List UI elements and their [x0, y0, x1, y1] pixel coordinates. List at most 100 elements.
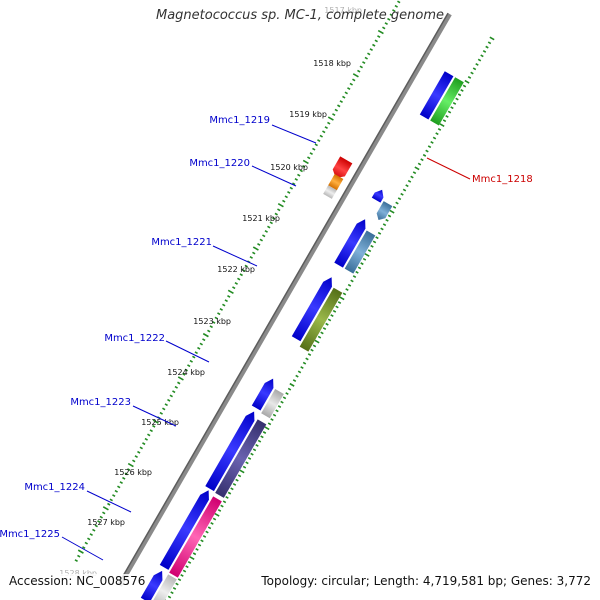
- inner-tick: [345, 288, 349, 292]
- gene-label-mmc1-1219[interactable]: Mmc1_1219: [209, 115, 270, 126]
- outer-tick: [324, 126, 328, 129]
- inner-tick: [297, 370, 302, 374]
- gene-1220-cog-bar: [344, 230, 376, 274]
- gene-leader-lines: [61, 124, 471, 561]
- outer-tick: [142, 442, 146, 446]
- gene-1222-cog-bar: [261, 389, 284, 419]
- gene-1218-gray-bar: [323, 185, 337, 199]
- inner-tick: [255, 444, 259, 447]
- outer-tick: [262, 234, 266, 238]
- outer-tick: [362, 61, 366, 65]
- inner-tick: [482, 50, 487, 53]
- inner-tick: [185, 565, 189, 569]
- outer-tick: [352, 78, 356, 82]
- inner-tick: [237, 474, 242, 478]
- map-title: Magnetococcus sp. MC-1, complete genome: [155, 8, 445, 23]
- inner-tick: [402, 188, 407, 192]
- kbp-label: 1525 kbp: [141, 418, 179, 427]
- outer-tick: [102, 506, 109, 511]
- outer-tick: [227, 294, 231, 298]
- outer-tick: [77, 554, 81, 558]
- inner-tick: [460, 88, 464, 92]
- outer-tick: [109, 498, 113, 502]
- inner-tick: [277, 405, 282, 408]
- outer-tick: [267, 225, 271, 229]
- outer-tick: [214, 316, 218, 320]
- outer-tick: [314, 143, 318, 147]
- inner-tick: [212, 517, 217, 521]
- inner-tick: [357, 266, 362, 270]
- inner-tick: [317, 335, 322, 339]
- inner-tick: [327, 318, 332, 322]
- inner-tick: [264, 426, 270, 431]
- inner-tick: [389, 209, 395, 214]
- inner-tick: [342, 292, 347, 296]
- gene-labels: Mmc1_1218 Mmc1_1219 Mmc1_1220 Mmc1_1221 …: [0, 115, 533, 540]
- gene-label-mmc1-1221[interactable]: Mmc1_1221: [151, 237, 212, 248]
- inner-tick: [300, 366, 304, 369]
- outer-tick: [374, 39, 378, 43]
- inner-tick: [387, 214, 392, 218]
- inner-tick: [347, 283, 352, 287]
- inner-tick: [197, 543, 202, 547]
- gene-label-mmc1-1222[interactable]: Mmc1_1222: [104, 333, 165, 344]
- inner-tick: [352, 275, 357, 279]
- outer-tick: [257, 242, 261, 246]
- outer-tick: [202, 338, 206, 342]
- gene-label-mmc1-1218[interactable]: Mmc1_1218: [472, 174, 533, 185]
- outer-tick: [287, 191, 291, 194]
- inner-tick: [375, 236, 379, 240]
- outer-tick: [169, 394, 173, 398]
- inner-tick: [292, 379, 297, 382]
- outer-tick: [274, 212, 278, 216]
- outer-tick: [94, 524, 98, 528]
- gene-1222-cds-arrow: [251, 378, 274, 411]
- inner-tick: [177, 578, 182, 582]
- leader-mmc1-1225: [61, 536, 104, 561]
- outer-tick: [349, 82, 353, 86]
- outer-tick: [209, 325, 213, 329]
- outer-tick: [317, 139, 321, 142]
- outer-tick: [252, 246, 259, 251]
- outer-tick: [289, 186, 293, 190]
- inner-tick: [272, 413, 277, 417]
- kbp-label: 1519 kbp: [289, 110, 327, 119]
- outer-tick: [77, 549, 84, 554]
- outer-tick: [87, 537, 91, 541]
- outer-tick: [347, 87, 351, 90]
- outer-tick: [212, 320, 216, 324]
- gene-1217-cog-bar: [430, 77, 464, 126]
- inner-tick: [377, 231, 382, 235]
- outer-tick: [364, 56, 368, 60]
- inner-tick: [437, 127, 442, 131]
- plus-strand-cds-track: [140, 71, 454, 600]
- inner-tick: [417, 162, 422, 166]
- inner-tick: [450, 106, 454, 110]
- outer-tick: [332, 113, 336, 116]
- inner-tick: [392, 205, 397, 209]
- gene-label-mmc1-1223[interactable]: Mmc1_1223: [70, 397, 131, 408]
- outer-tick: [269, 221, 273, 225]
- inner-tick: [330, 314, 334, 318]
- gene-label-mmc1-1220[interactable]: Mmc1_1220: [189, 158, 250, 169]
- outer-tick: [134, 455, 138, 459]
- outer-tick: [232, 286, 236, 290]
- inner-tick: [275, 409, 279, 413]
- outer-tick: [282, 199, 286, 203]
- outer-tick: [394, 4, 398, 8]
- inner-tick: [202, 534, 207, 538]
- outer-tick: [377, 35, 381, 39]
- outer-tick: [152, 419, 159, 424]
- inner-tick: [335, 305, 339, 309]
- gene-label-mmc1-1225[interactable]: Mmc1_1225: [0, 529, 60, 540]
- outer-tick: [249, 255, 253, 259]
- outer-tick: [392, 9, 396, 13]
- inner-tick: [485, 45, 489, 49]
- inner-tick: [172, 586, 177, 590]
- gene-1219-cds-arrow: [371, 189, 384, 203]
- gene-1220-cds-arrow: [334, 219, 366, 268]
- gene-label-mmc1-1224[interactable]: Mmc1_1224: [24, 482, 85, 493]
- inner-tick: [462, 84, 467, 88]
- inner-tick: [412, 171, 417, 175]
